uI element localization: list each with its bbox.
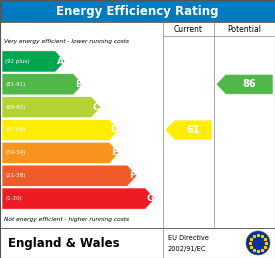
Text: Potential: Potential bbox=[227, 25, 262, 34]
Polygon shape bbox=[216, 74, 273, 94]
Text: F: F bbox=[129, 171, 135, 180]
Text: EU Directive: EU Directive bbox=[168, 236, 209, 241]
Circle shape bbox=[246, 231, 270, 255]
Text: (55-68): (55-68) bbox=[5, 127, 25, 133]
Text: 86: 86 bbox=[243, 79, 256, 89]
Polygon shape bbox=[2, 188, 155, 209]
Text: A: A bbox=[57, 57, 64, 66]
Text: Energy Efficiency Rating: Energy Efficiency Rating bbox=[56, 4, 219, 18]
Polygon shape bbox=[2, 51, 65, 72]
Text: B: B bbox=[75, 80, 82, 89]
Text: C: C bbox=[93, 103, 100, 112]
Text: 2002/91/EC: 2002/91/EC bbox=[168, 246, 207, 252]
Text: (21-38): (21-38) bbox=[5, 173, 25, 178]
Text: (1-20): (1-20) bbox=[5, 196, 22, 201]
Bar bbox=[0, 0, 275, 22]
Text: (92 plus): (92 plus) bbox=[5, 59, 29, 64]
Text: England & Wales: England & Wales bbox=[8, 237, 120, 249]
Text: D: D bbox=[111, 125, 118, 134]
Bar bbox=[0, 22, 275, 228]
Polygon shape bbox=[2, 165, 137, 186]
Polygon shape bbox=[2, 74, 83, 95]
Text: (81-91): (81-91) bbox=[5, 82, 25, 87]
Polygon shape bbox=[2, 119, 119, 141]
Text: Current: Current bbox=[174, 25, 203, 34]
Text: Not energy efficient - higher running costs: Not energy efficient - higher running co… bbox=[4, 216, 129, 222]
Text: G: G bbox=[147, 194, 154, 203]
Text: E: E bbox=[111, 148, 117, 157]
Text: (69-80): (69-80) bbox=[5, 105, 25, 110]
Polygon shape bbox=[2, 96, 101, 118]
Text: Very energy efficient - lower running costs: Very energy efficient - lower running co… bbox=[4, 39, 129, 44]
Text: (39-54): (39-54) bbox=[5, 150, 25, 155]
Text: 61: 61 bbox=[186, 125, 200, 135]
Polygon shape bbox=[2, 142, 119, 164]
Bar bbox=[0, 228, 275, 258]
Polygon shape bbox=[165, 120, 212, 140]
